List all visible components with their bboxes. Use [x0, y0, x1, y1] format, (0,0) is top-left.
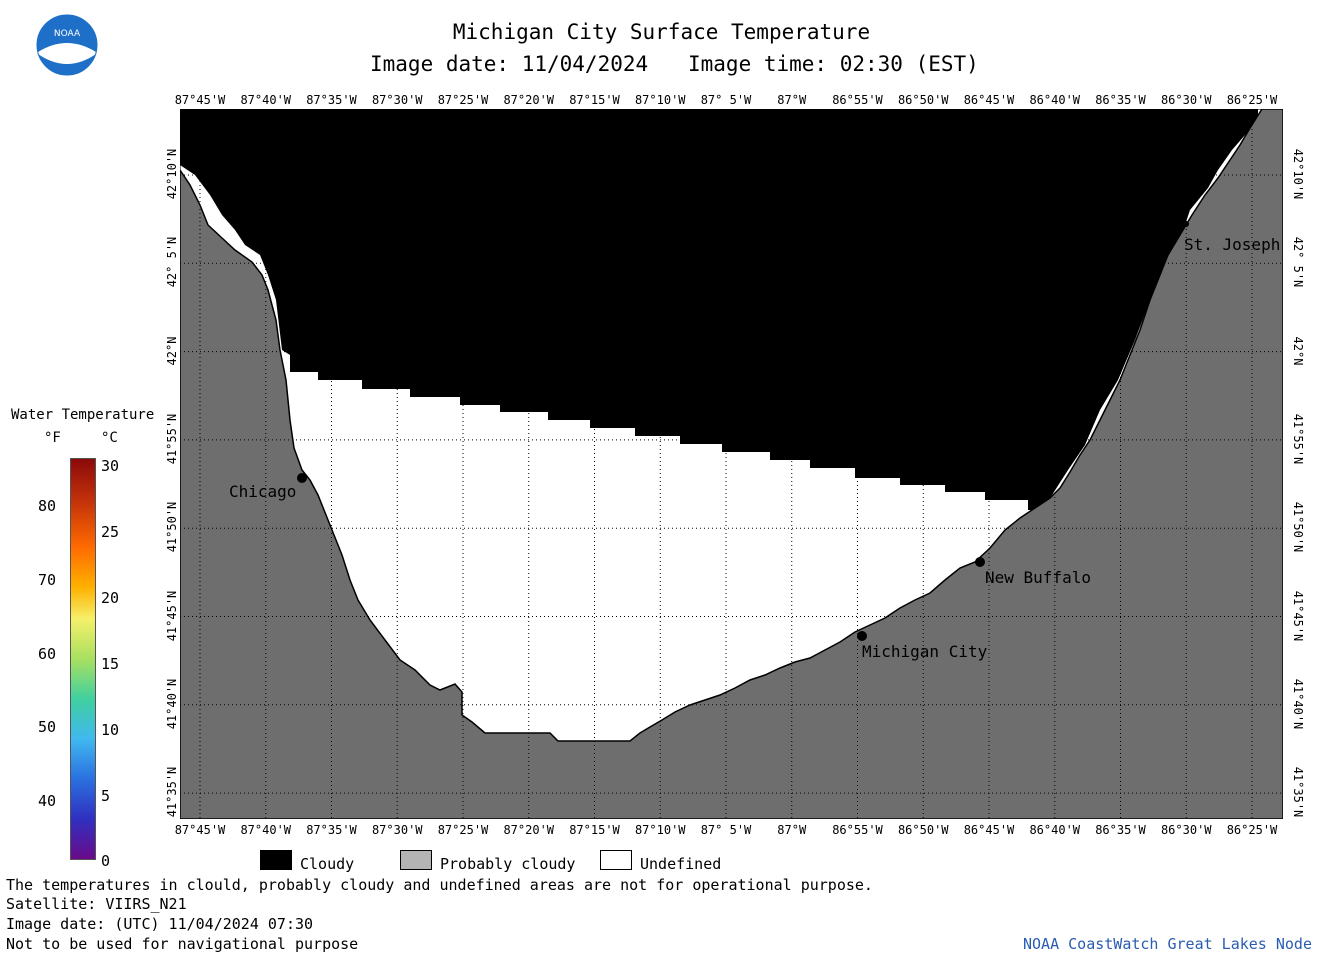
celsius-tick: 25	[101, 522, 120, 541]
place-label-michigan-city: Michigan City	[862, 642, 988, 661]
footer-satellite: Satellite: VIIRS_N21	[6, 895, 187, 913]
land-area	[180, 109, 1283, 819]
top-lon-tick: 86°35'W	[1095, 93, 1146, 107]
noaa-logo-text: NOAA	[54, 29, 81, 39]
top-lon-tick: 87°35'W	[306, 93, 357, 107]
legend-undefined-label: Undefined	[640, 855, 722, 873]
place-label-new-buffalo: New Buffalo	[985, 568, 1091, 587]
left-lat-tick: 41°55'N	[165, 413, 179, 465]
top-lon-tick: 86°50'W	[897, 93, 949, 107]
top-lon-tick: 87°W	[777, 93, 807, 107]
fahrenheit-tick: 60	[38, 644, 57, 663]
bottom-lon-tick: 87°40'W	[240, 823, 292, 837]
bottom-lon-tick: 86°40'W	[1029, 823, 1081, 837]
top-lon-tick: 86°40'W	[1029, 93, 1081, 107]
left-lat-tick: 42°10'N	[165, 148, 179, 200]
chicago-marker	[297, 473, 307, 483]
top-lon-tick: 86°30'W	[1160, 93, 1212, 107]
bottom-lon-tick: 86°50'W	[897, 823, 949, 837]
top-lon-tick: 87° 5'W	[700, 93, 752, 107]
right-lat-tick: 41°45'N	[1291, 590, 1305, 641]
footer-utc-date: Image date: (UTC) 11/04/2024 07:30	[6, 915, 314, 933]
left-lat-tick: 41°35'N	[165, 766, 179, 818]
map-panel	[180, 109, 1283, 819]
new-buffalo-marker	[975, 557, 985, 567]
left-lat-tick: 42° 5'N	[165, 237, 179, 288]
celsius-tick: 0	[101, 852, 111, 871]
legend-probably-cloudy-label: Probably cloudy	[440, 855, 576, 873]
top-lon-tick: 87°20'W	[503, 93, 555, 107]
right-lat-tick: 41°55'N	[1291, 413, 1305, 465]
fahrenheit-tick: 80	[38, 497, 57, 515]
bottom-lon-tick: 87°45'W	[174, 823, 226, 837]
right-lat-tick: 41°40'N	[1291, 678, 1305, 730]
bottom-lon-tick: 87°35'W	[306, 823, 357, 837]
fahrenheit-tick: 40	[38, 792, 57, 811]
bottom-lon-tick: 87°15'W	[569, 823, 620, 837]
footer-credit[interactable]: NOAA CoastWatch Great Lakes Node	[1023, 935, 1312, 953]
right-lat-tick: 41°35'N	[1291, 766, 1305, 818]
top-lon-tick: 87°30'W	[371, 93, 423, 107]
right-lat-tick: 42°N	[1291, 336, 1305, 366]
top-lon-tick: 87°15'W	[569, 93, 620, 107]
bottom-lon-tick: 86°35'W	[1095, 823, 1146, 837]
top-lon-tick: 87°25'W	[437, 93, 489, 107]
top-lon-tick: 87°10'W	[634, 93, 686, 107]
celsius-tick: 5	[101, 786, 111, 805]
top-lon-tick: 86°45'W	[963, 93, 1015, 107]
top-lon-tick: 87°45'W	[174, 93, 226, 107]
left-lat-tick: 41°50'N	[165, 501, 179, 553]
celsius-tick: 10	[101, 720, 120, 739]
bottom-lon-tick: 86°45'W	[963, 823, 1015, 837]
michigan-city-marker	[857, 631, 867, 641]
celsius-tick: 20	[101, 588, 120, 607]
place-label-chicago: Chicago	[229, 482, 297, 501]
left-lat-tick: 41°40'N	[165, 678, 179, 730]
bottom-lon-tick: 87° 5'W	[700, 823, 752, 837]
top-lon-tick: 86°55'W	[832, 93, 883, 107]
bottom-lon-tick: 87°20'W	[503, 823, 555, 837]
celsius-tick: 30	[101, 457, 120, 475]
top-lon-tick: 86°25'W	[1226, 93, 1278, 107]
bottom-lon-tick: 86°55'W	[832, 823, 883, 837]
top-lon-tick: 87°40'W	[240, 93, 292, 107]
bottom-lon-tick: 87°25'W	[437, 823, 489, 837]
bottom-lon-tick: 86°30'W	[1160, 823, 1212, 837]
place-label-st-joseph: St. Joseph	[1184, 235, 1281, 254]
fahrenheit-tick: 70	[38, 570, 57, 589]
right-lat-tick: 42°10'N	[1291, 148, 1305, 200]
footer-disclaimer: The temperatures in clould, probably clo…	[6, 876, 873, 894]
color-scale-bar	[70, 458, 96, 860]
celsius-tick: 15	[101, 654, 120, 673]
bottom-lon-tick: 86°25'W	[1226, 823, 1278, 837]
image-date-label: Image date: 11/04/2024	[370, 52, 649, 76]
color-scale-title: Water Temperature	[11, 407, 155, 423]
fahrenheit-tick: 50	[38, 718, 57, 737]
bottom-lon-tick: 87°30'W	[371, 823, 423, 837]
legend-cloudy-swatch	[260, 850, 292, 870]
bottom-lon-tick: 87°10'W	[634, 823, 686, 837]
color-scale-unit-f: °F	[44, 430, 61, 446]
legend-probably-cloudy-swatch	[400, 850, 432, 870]
image-time-label: Image time: 02:30 (EST)	[688, 52, 979, 76]
left-lat-tick: 41°45'N	[165, 590, 179, 641]
left-lat-tick: 42°N	[165, 336, 179, 366]
color-scale-unit-c: °C	[101, 430, 118, 446]
legend-undefined-swatch	[600, 850, 632, 870]
bottom-lon-tick: 87°W	[777, 823, 807, 837]
page-title: Michigan City Surface Temperature	[452, 20, 871, 44]
st-joseph-marker	[1183, 221, 1189, 227]
footer-navigation: Not to be used for navigational purpose	[6, 935, 359, 953]
legend-cloudy-label: Cloudy	[300, 855, 355, 873]
noaa-logo: NOAA	[36, 14, 98, 76]
right-lat-tick: 41°50'N	[1291, 501, 1305, 553]
right-lat-tick: 42° 5'N	[1291, 237, 1305, 288]
